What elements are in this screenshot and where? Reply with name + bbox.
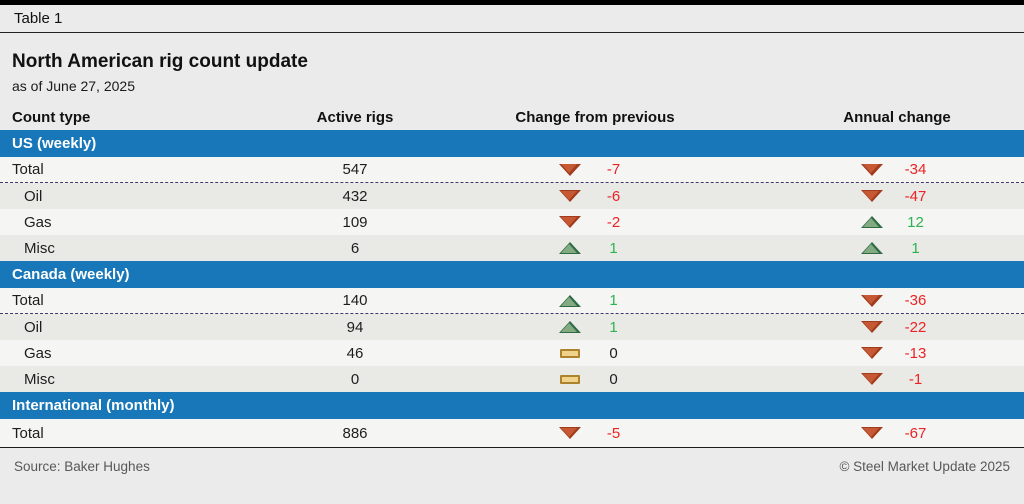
active-rigs-value: 94 xyxy=(346,318,364,336)
down-triangle-icon xyxy=(860,190,883,202)
down-triangle-icon xyxy=(860,373,883,385)
up-triangle-icon xyxy=(558,294,581,307)
active-rigs-value: 140 xyxy=(342,292,368,309)
change-previous-cell: 1 xyxy=(420,240,770,257)
section-header-canada-weekly: Canada (weekly) xyxy=(0,261,1024,288)
active-rigs-value: 886 xyxy=(342,424,368,442)
row-label: Misc xyxy=(24,239,55,257)
change-previous-cell: -7 xyxy=(420,161,770,178)
row-label: Oil xyxy=(24,318,43,336)
annual-change-value: 1 xyxy=(911,239,920,257)
row-label: Total xyxy=(12,161,44,178)
change-previous-cell: -5 xyxy=(420,425,770,442)
active-rigs-value: 547 xyxy=(342,161,368,178)
table-row: Gas 109 -2 12 xyxy=(0,209,1024,235)
column-header-row: Count type Active rigs Change from previ… xyxy=(0,105,1024,130)
table-tag: Table 1 xyxy=(0,5,1024,33)
row-label: Gas xyxy=(24,344,52,362)
change-previous-value: -2 xyxy=(606,213,621,231)
annual-change-cell: -13 xyxy=(770,345,1024,362)
change-previous-value: 1 xyxy=(609,239,618,257)
table-row: Oil 94 1 -22 xyxy=(0,314,1024,340)
down-triangle-icon xyxy=(860,427,883,439)
table-row: Total 886 -5 -67 xyxy=(0,419,1024,448)
table-row: Misc 6 1 1 xyxy=(0,235,1024,261)
up-triangle-icon xyxy=(860,242,883,254)
active-rigs-value: 46 xyxy=(346,344,364,362)
annual-change-cell: -22 xyxy=(770,319,1024,336)
flat-bar-icon xyxy=(559,348,580,358)
column-header-count-type: Count type xyxy=(12,109,91,126)
section-header-international-monthly: International (monthly) xyxy=(0,392,1024,419)
section-header-us-weekly: US (weekly) xyxy=(0,130,1024,157)
down-triangle-icon xyxy=(860,321,883,333)
change-previous-cell: 1 xyxy=(420,319,770,336)
annual-change-cell: -36 xyxy=(770,292,1024,309)
column-header-annual-change: Annual change xyxy=(843,109,951,126)
change-previous-value: -6 xyxy=(606,187,621,205)
footer: Source: Baker Hughes © Steel Market Upda… xyxy=(0,448,1024,474)
annual-change-cell: -1 xyxy=(770,371,1024,388)
change-previous-value: 0 xyxy=(609,370,618,388)
annual-change-value: -67 xyxy=(904,424,927,442)
annual-change-cell: 12 xyxy=(770,214,1024,231)
down-triangle-icon xyxy=(558,190,581,202)
change-previous-value: -5 xyxy=(606,424,621,442)
table-row: Oil 432 -6 -47 xyxy=(0,183,1024,209)
annual-change-cell: 1 xyxy=(770,240,1024,257)
column-header-active-rigs: Active rigs xyxy=(316,109,394,126)
page-title: North American rig count update xyxy=(12,51,308,72)
change-previous-value: 1 xyxy=(609,318,618,336)
row-label: Total xyxy=(12,292,44,309)
annual-change-value: -47 xyxy=(904,187,927,205)
annual-change-value: -36 xyxy=(904,292,927,309)
down-triangle-icon xyxy=(860,294,883,307)
table-row: Gas 46 0 -13 xyxy=(0,340,1024,366)
annual-change-cell: -34 xyxy=(770,161,1024,178)
top-border-bar xyxy=(0,0,1024,5)
source-note: Source: Baker Hughes xyxy=(14,459,150,474)
table-row: Misc 0 0 -1 xyxy=(0,366,1024,392)
down-triangle-icon xyxy=(558,163,581,176)
row-label: Total xyxy=(12,424,44,442)
copyright-note: © Steel Market Update 2025 xyxy=(839,459,1010,474)
table-row: Total 547 -7 -34 xyxy=(0,157,1024,183)
change-previous-value: -7 xyxy=(606,161,621,178)
row-label: Misc xyxy=(24,370,55,388)
annual-change-value: 12 xyxy=(907,213,924,231)
row-label: Gas xyxy=(24,213,52,231)
annual-change-value: -13 xyxy=(904,344,927,362)
down-triangle-icon xyxy=(860,163,883,176)
active-rigs-value: 0 xyxy=(350,370,360,388)
down-triangle-icon xyxy=(860,347,883,359)
active-rigs-value: 432 xyxy=(342,187,368,205)
change-previous-cell: 1 xyxy=(420,292,770,309)
change-previous-cell: -6 xyxy=(420,188,770,205)
annual-change-value: -34 xyxy=(904,161,927,178)
annual-change-cell: -67 xyxy=(770,425,1024,442)
annual-change-cell: -47 xyxy=(770,188,1024,205)
row-label: Oil xyxy=(24,187,43,205)
flat-bar-icon xyxy=(559,374,580,384)
page-subtitle: as of June 27, 2025 xyxy=(12,78,135,94)
down-triangle-icon xyxy=(558,427,581,439)
annual-change-value: -1 xyxy=(908,370,923,388)
table-row: Total 140 1 -36 xyxy=(0,288,1024,314)
annual-change-value: -22 xyxy=(904,318,927,336)
up-triangle-icon xyxy=(558,242,581,254)
down-triangle-icon xyxy=(558,216,581,228)
active-rigs-value: 6 xyxy=(350,239,360,257)
change-previous-value: 0 xyxy=(609,344,618,362)
change-previous-cell: 0 xyxy=(420,345,770,362)
change-previous-value: 1 xyxy=(609,292,618,309)
up-triangle-icon xyxy=(860,216,883,228)
change-previous-cell: 0 xyxy=(420,371,770,388)
column-header-change-previous: Change from previous xyxy=(515,109,675,126)
active-rigs-value: 109 xyxy=(342,213,368,231)
up-triangle-icon xyxy=(558,321,581,333)
change-previous-cell: -2 xyxy=(420,214,770,231)
